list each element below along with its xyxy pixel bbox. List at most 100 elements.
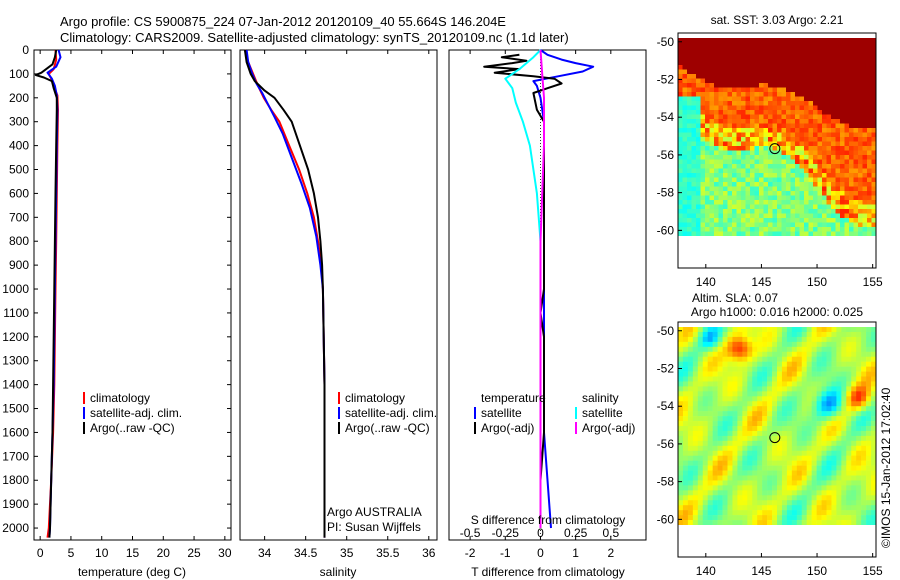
sla-cell bbox=[871, 490, 876, 496]
sst-cell bbox=[853, 114, 859, 120]
sst-cell bbox=[871, 74, 876, 79]
sla-cell bbox=[777, 361, 783, 367]
salinity-xtick-label: 34.5 bbox=[294, 546, 318, 560]
sla-cell bbox=[747, 435, 753, 442]
sst-cell bbox=[682, 146, 688, 151]
sst-cell bbox=[817, 60, 823, 66]
sst-cell bbox=[759, 83, 764, 88]
sst-cell bbox=[714, 186, 719, 192]
sst-cell bbox=[844, 218, 850, 223]
sla-cell bbox=[836, 460, 842, 466]
sst-cell bbox=[849, 74, 854, 79]
sla-cell bbox=[722, 341, 728, 348]
sst-cell bbox=[682, 213, 688, 219]
sla-cell bbox=[856, 495, 862, 501]
sla-cell bbox=[791, 401, 798, 407]
sla-cell bbox=[856, 386, 862, 392]
sst-cell bbox=[750, 96, 755, 102]
sst-cell bbox=[840, 38, 845, 43]
sst-cell bbox=[781, 60, 787, 66]
sla-cell bbox=[732, 341, 738, 348]
sst-cell bbox=[871, 186, 876, 192]
sla-cell bbox=[831, 426, 837, 432]
sla-cell bbox=[841, 401, 847, 407]
sst-cell bbox=[790, 123, 796, 129]
sst-cell bbox=[678, 51, 683, 57]
sst-cell bbox=[871, 42, 876, 48]
sla-cell bbox=[816, 381, 822, 387]
sst-cell bbox=[745, 150, 751, 156]
sla-cell bbox=[861, 490, 867, 496]
sla-cell bbox=[757, 495, 763, 501]
sst-cell bbox=[826, 105, 832, 111]
sst-cell bbox=[871, 51, 876, 57]
sst-cell bbox=[723, 78, 728, 84]
sst-cell bbox=[736, 128, 742, 133]
sst-cell bbox=[871, 173, 876, 178]
sla-cell bbox=[678, 356, 684, 362]
sla-cell bbox=[707, 430, 713, 437]
sst-cell bbox=[795, 168, 800, 174]
sla-cell bbox=[816, 356, 822, 362]
sla-cell bbox=[777, 406, 783, 412]
sla-cell bbox=[742, 490, 748, 496]
sla-cell bbox=[737, 366, 743, 372]
sla-cell bbox=[737, 327, 743, 333]
sla-cell bbox=[747, 505, 753, 511]
sst-cell bbox=[808, 123, 814, 129]
sst-cell bbox=[844, 150, 850, 156]
sst-cell bbox=[718, 38, 724, 43]
sla-cell bbox=[836, 346, 842, 353]
sst-cell bbox=[732, 204, 737, 210]
sla-cell bbox=[801, 381, 807, 387]
sla-cell bbox=[821, 510, 827, 516]
sst-cell bbox=[700, 105, 706, 111]
sla-cell bbox=[682, 381, 689, 387]
sla-cell bbox=[678, 381, 684, 387]
sla-cell bbox=[767, 391, 773, 397]
salinity-series-line bbox=[243, 49, 326, 538]
sla-cell bbox=[697, 421, 704, 427]
sst-cell bbox=[759, 195, 764, 201]
sst-cell bbox=[867, 231, 872, 236]
sst-cell bbox=[804, 182, 809, 187]
sst-cell bbox=[727, 65, 733, 70]
sst-cell bbox=[781, 132, 787, 138]
sst-cell bbox=[804, 204, 809, 210]
sst-cell bbox=[700, 213, 706, 219]
sst-cell bbox=[709, 155, 715, 160]
sla-cell bbox=[692, 401, 699, 407]
sst-cell bbox=[858, 173, 863, 178]
sst-cell bbox=[835, 105, 841, 111]
sst-cell bbox=[835, 159, 841, 165]
sst-cell bbox=[759, 182, 764, 187]
sst-cell bbox=[808, 92, 814, 97]
sla-cell bbox=[752, 386, 758, 392]
sla-cell bbox=[697, 480, 704, 486]
sst-cell bbox=[790, 191, 796, 196]
sla-cell bbox=[687, 421, 694, 427]
sla-cell bbox=[687, 485, 694, 491]
sst-cell bbox=[781, 227, 787, 232]
sla-cell bbox=[717, 331, 723, 338]
sst-cell bbox=[777, 222, 782, 228]
sst-cell bbox=[691, 114, 697, 120]
sla-cell bbox=[826, 331, 832, 338]
sla-cell bbox=[722, 391, 728, 397]
sst-cell bbox=[723, 110, 728, 115]
sst-cell bbox=[750, 110, 755, 115]
sst-cell bbox=[759, 168, 764, 174]
sla-cell bbox=[821, 406, 827, 412]
sst-cell bbox=[714, 110, 719, 115]
sst-cell bbox=[772, 119, 778, 124]
sst-cell bbox=[799, 231, 805, 236]
sst-cell bbox=[709, 159, 715, 165]
sla-cell bbox=[861, 386, 867, 392]
sst-cell bbox=[768, 38, 773, 43]
sla-cell bbox=[732, 361, 738, 367]
sst-cell bbox=[813, 128, 818, 133]
sla-cell bbox=[791, 520, 798, 525]
sst-cell bbox=[682, 186, 688, 192]
sst-cell bbox=[759, 60, 764, 66]
sla-cell bbox=[747, 460, 753, 466]
